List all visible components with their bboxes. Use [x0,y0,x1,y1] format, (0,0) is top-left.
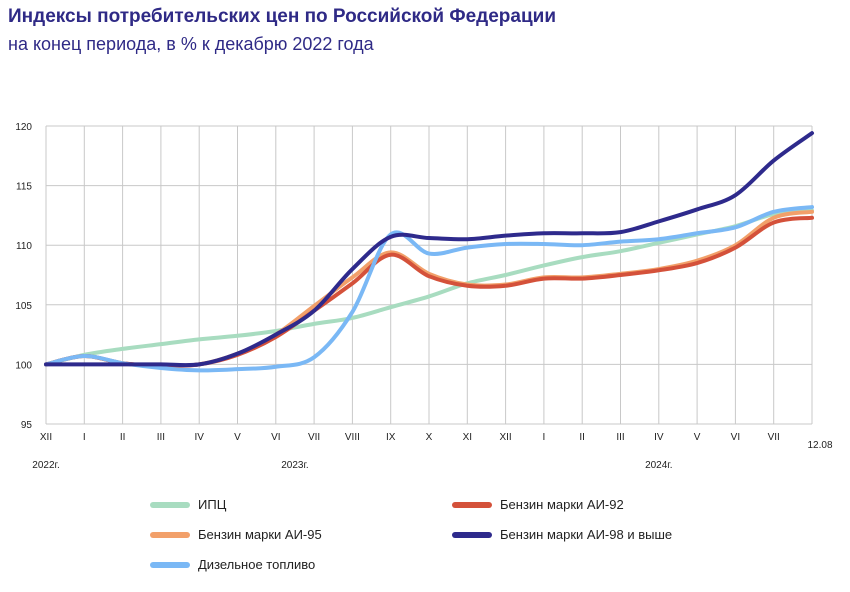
x-tick-label: XII [499,432,511,443]
x-tick-label: I [83,432,86,443]
x-tick-label: VII [308,432,320,443]
x-tick-label: IV [654,432,664,443]
chart-title: Индексы потребительских цен по Российско… [8,6,556,27]
chart-grid [45,125,813,425]
y-tick-label: 105 [15,301,32,312]
y-tick-label: 120 [15,122,32,133]
y-tick-label: 115 [16,182,32,193]
x-tick-label: III [616,432,624,443]
x-tick-label: 12.08 [807,440,832,451]
x-tick-label: VII [768,432,780,443]
chart-series [44,131,814,373]
x-tick-label: III [157,432,165,443]
x-tick-label: X [426,432,433,443]
x-tick-label: IX [386,432,396,443]
series-line-4 [44,205,814,373]
x-tick-label: XI [463,432,472,443]
x-tick-label: VI [731,432,740,443]
x-tick-label: II [579,432,585,443]
series-line-3 [44,131,814,368]
x-tick-label: V [694,432,701,443]
y-tick-label: 95 [21,420,33,431]
year-label: 2023г. [281,460,308,471]
x-tick-label: XII [40,432,52,443]
year-label: 2022г. [32,460,59,471]
x-tick-label: II [120,432,126,443]
y-tick-label: 100 [15,360,32,371]
year-label: 2024г. [645,460,672,471]
chart-subtitle: на конец периода, в % к декабрю 2022 год… [8,34,374,54]
x-tick-label: VI [271,432,280,443]
x-tick-label: V [234,432,241,443]
x-tick-label: IV [194,432,204,443]
x-tick-label: VIII [345,432,360,443]
x-tick-label: I [543,432,546,443]
y-tick-label: 110 [16,241,32,252]
